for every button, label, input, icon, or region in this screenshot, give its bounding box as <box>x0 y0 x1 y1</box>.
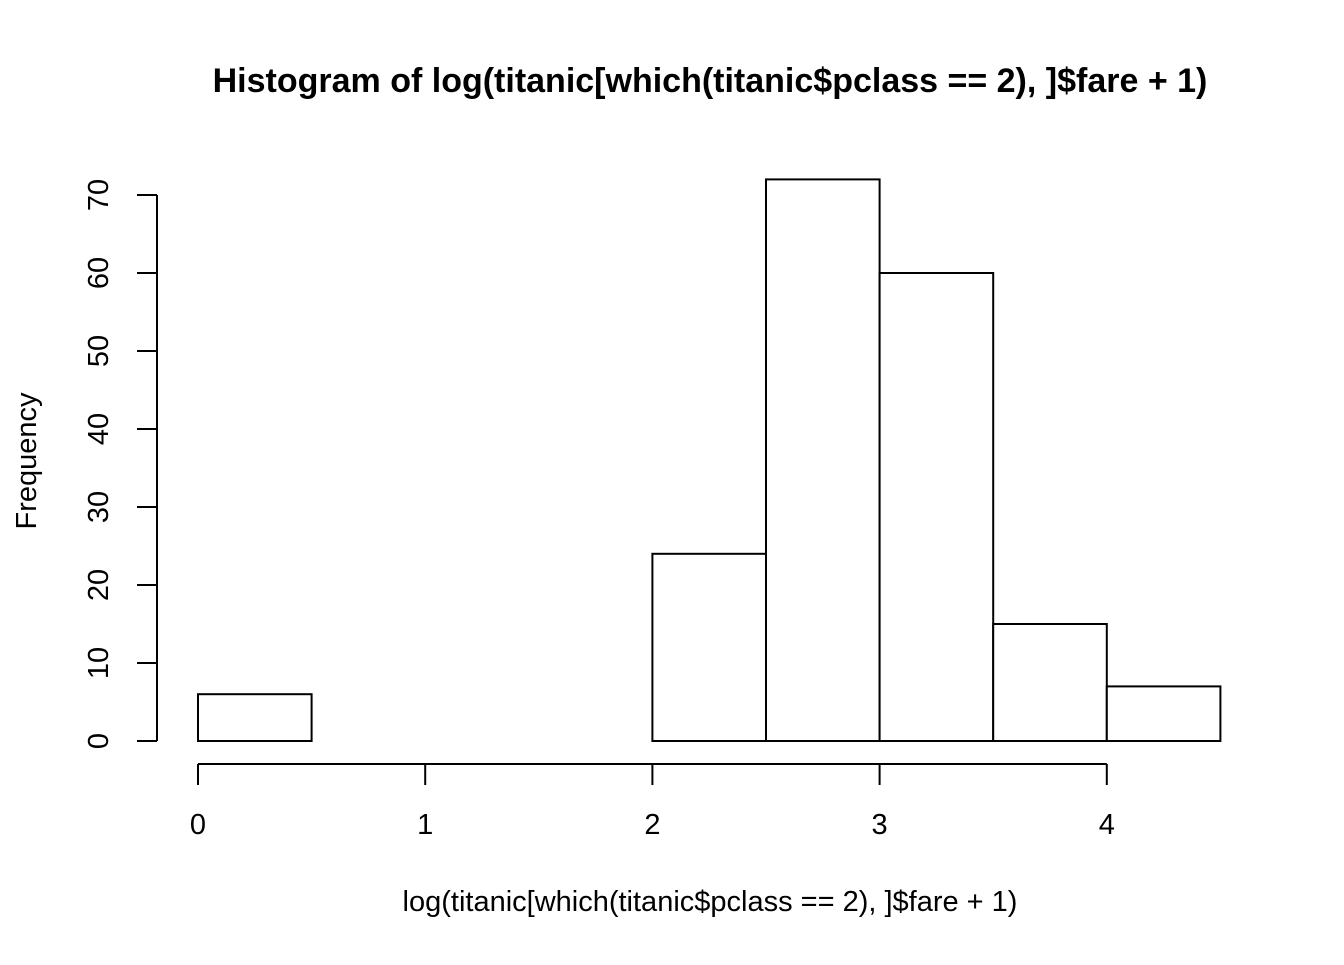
x-axis: 0 1 2 3 4 <box>190 763 1115 841</box>
y-axis-label: Frequency <box>11 392 43 530</box>
y-tick-label: 70 <box>83 179 115 211</box>
histogram-bars <box>197 178 1222 743</box>
y-axis: 0 10 20 30 40 50 60 70 <box>83 179 158 749</box>
x-tick-label: 0 <box>190 809 206 841</box>
histogram-bar-7 <box>992 623 1108 742</box>
histogram-bar-6 <box>878 272 995 742</box>
y-tick-label: 30 <box>83 491 115 523</box>
x-tick-label: 4 <box>1099 809 1115 841</box>
y-tick-label: 40 <box>83 413 115 445</box>
y-tick-label: 50 <box>83 335 115 367</box>
x-tick-label: 2 <box>644 809 660 841</box>
x-axis-label: log(titanic[which(titanic$pclass == 2), … <box>403 886 1018 918</box>
histogram-bar-8 <box>1105 685 1222 743</box>
y-tick-label: 60 <box>83 257 115 289</box>
histogram-bar-0 <box>197 693 313 743</box>
y-tick-label: 0 <box>83 733 115 749</box>
histogram-bar-5 <box>765 178 881 742</box>
chart-title: Histogram of log(titanic[which(titanic$p… <box>213 62 1208 100</box>
x-tick-label: 3 <box>872 809 888 841</box>
histogram-bar-4 <box>651 552 768 742</box>
y-tick-label: 10 <box>83 647 115 679</box>
y-tick-label: 20 <box>83 569 115 601</box>
x-tick-label: 1 <box>417 809 433 841</box>
